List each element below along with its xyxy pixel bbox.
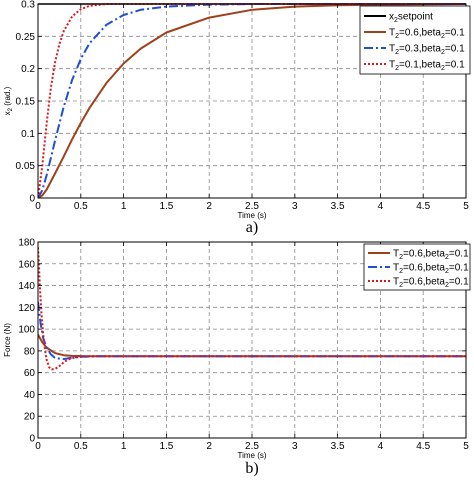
x-tick-label: 4: [378, 201, 384, 212]
y-tick-label: 160: [18, 259, 35, 270]
x-tick-label: 1.5: [159, 201, 173, 212]
legend-box: [359, 5, 471, 75]
x-tick-label: 1: [121, 201, 127, 212]
x-tick-label: 4.5: [416, 201, 430, 212]
x-tick-label: 4: [378, 441, 384, 452]
y-tick-label: 120: [18, 303, 35, 314]
legend-label-1: x2setpoint: [389, 12, 433, 25]
legend-label-2: T2=0.6,beta2=0.1: [389, 28, 465, 41]
x-tick-label: 0: [35, 201, 41, 212]
y-tick-label: 20: [24, 412, 36, 423]
x-tick-label: 3: [292, 441, 298, 452]
y-axis-label: x2 (rad.): [3, 86, 14, 115]
legend-label-1: T2=0.6,beta2=0.1: [393, 249, 469, 262]
chart-panel-a: 0 0.5 1 1.5 2 2.5 3 3.5 4 4.5 5 0 0.05 0.1 0.15 0.2 0.25…: [3, 0, 471, 236]
y-tick-label: 0.2: [21, 64, 35, 75]
y-tick-label: 0.05: [16, 161, 36, 172]
x-tick-label: 0: [35, 441, 41, 452]
y-tick-label: 0.15: [16, 97, 36, 108]
legend-label-3: T2=0.3,beta2=0.1: [389, 44, 465, 57]
x-axis-label: Time (s): [237, 211, 266, 220]
y-tick-label: 0: [29, 194, 35, 205]
x-tick-label: 1.5: [159, 441, 173, 452]
y-tick-label: 0.25: [16, 32, 36, 43]
y-tick-label: 0.1: [21, 129, 35, 140]
x-tick-label: 5: [463, 201, 469, 212]
series-line-3: [38, 247, 466, 371]
y-tick-label: 0.3: [21, 0, 35, 11]
y-tick-label: 60: [24, 368, 36, 379]
legend-label-3: T2=0.6,beta2=0.1: [393, 277, 469, 290]
x-tick-label: 3.5: [331, 441, 345, 452]
x-tick-label: 1: [121, 441, 127, 452]
x-tick-label: 0.5: [74, 441, 88, 452]
legend-label-2: T2=0.6,beta2=0.1: [393, 263, 469, 276]
legend: x2setpoint T2=0.6,beta2=0.1 T2=0.3,beta2=0…: [359, 5, 471, 75]
x-tick-label: 3: [292, 201, 298, 212]
y-tick-label: 140: [18, 281, 35, 292]
x-tick-label: 4.5: [416, 441, 430, 452]
series-line-3: [38, 3, 466, 198]
panel-caption: b): [245, 460, 258, 477]
x-axis-label: Time (s): [237, 451, 266, 460]
legend-label-4: T2=0.1,beta2=0.1: [389, 60, 465, 73]
x-tick-label: 3.5: [331, 201, 345, 212]
series-line-2: [38, 3, 466, 198]
y-tick-label: 180: [18, 238, 35, 249]
y-tick-label: 40: [24, 390, 36, 401]
y-tick-label: 80: [24, 346, 36, 357]
chart-panel-b: 0 0.5 1 1.5 2 2.5 3 3.5 4 4.5 5 0 20 40 60 80 100 120 140 1…: [3, 238, 471, 477]
x-tick-label: 2.5: [245, 201, 259, 212]
y-tick-label: 100: [18, 325, 35, 336]
y-tick-label: 0: [29, 434, 35, 445]
x-tick-label: 2: [206, 201, 212, 212]
y-axis-label: Force (N): [3, 323, 12, 357]
panel-caption: a): [246, 219, 258, 236]
x-tick-label: 2.5: [245, 441, 259, 452]
x-tick-label: 5: [463, 441, 469, 452]
x-tick-label: 0.5: [74, 201, 88, 212]
x-tick-label: 2: [206, 441, 212, 452]
legend: T2=0.6,beta2=0.1T2=0.6,beta2=0.1T2=0.6,b…: [363, 243, 471, 291]
series-line-4: [38, 3, 466, 198]
